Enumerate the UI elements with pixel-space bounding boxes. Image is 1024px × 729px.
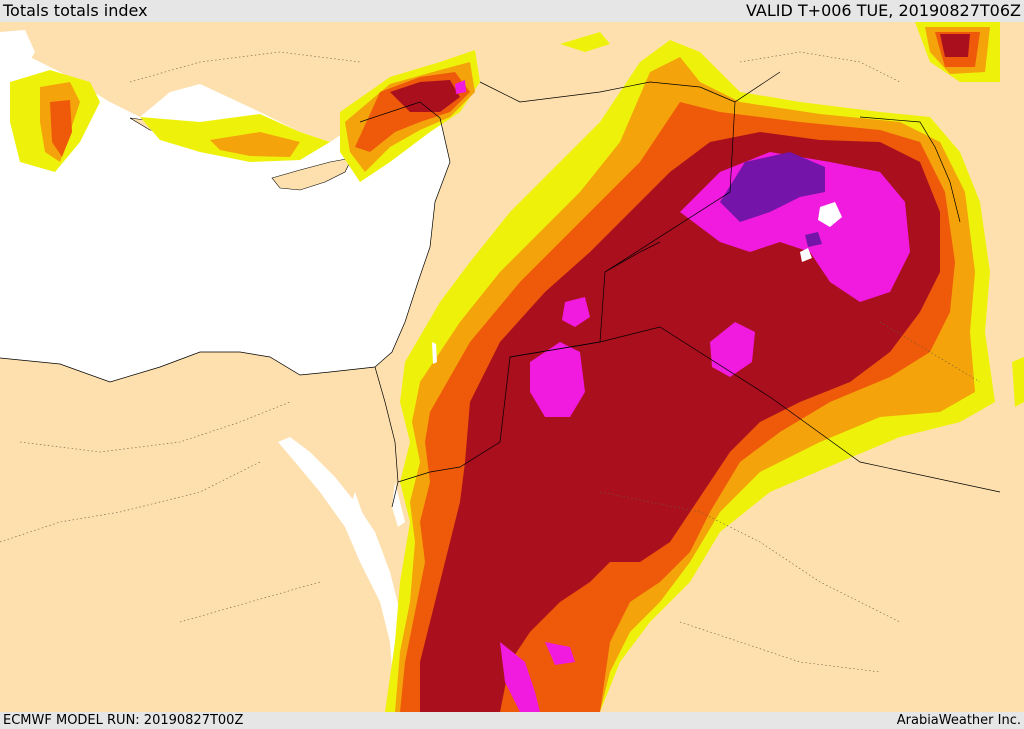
mediterranean-sea xyxy=(0,32,450,382)
lake-habbaniyah xyxy=(800,248,812,262)
lake-tharthar xyxy=(818,202,842,227)
index-level-4 xyxy=(390,34,970,712)
map-header: Totals totals index VALID T+006 TUE, 201… xyxy=(0,0,1024,22)
valid-time: VALID T+006 TUE, 20190827T06Z xyxy=(745,1,1021,20)
credit: ArabiaWeather Inc. xyxy=(896,713,1021,728)
dead-sea xyxy=(432,342,437,364)
map-footer: ECMWF MODEL RUN: 20190827T00Z ArabiaWeat… xyxy=(0,712,1024,729)
weather-map xyxy=(0,22,1024,712)
province-borders xyxy=(0,51,981,673)
map-title: Totals totals index xyxy=(3,1,148,20)
index-level-6 xyxy=(720,152,825,247)
map-borders xyxy=(0,71,1001,508)
aegean-sea xyxy=(0,30,35,112)
model-run: ECMWF MODEL RUN: 20190827T00Z xyxy=(3,713,244,728)
gulf-of-suez xyxy=(350,492,378,547)
cyprus xyxy=(271,157,353,191)
